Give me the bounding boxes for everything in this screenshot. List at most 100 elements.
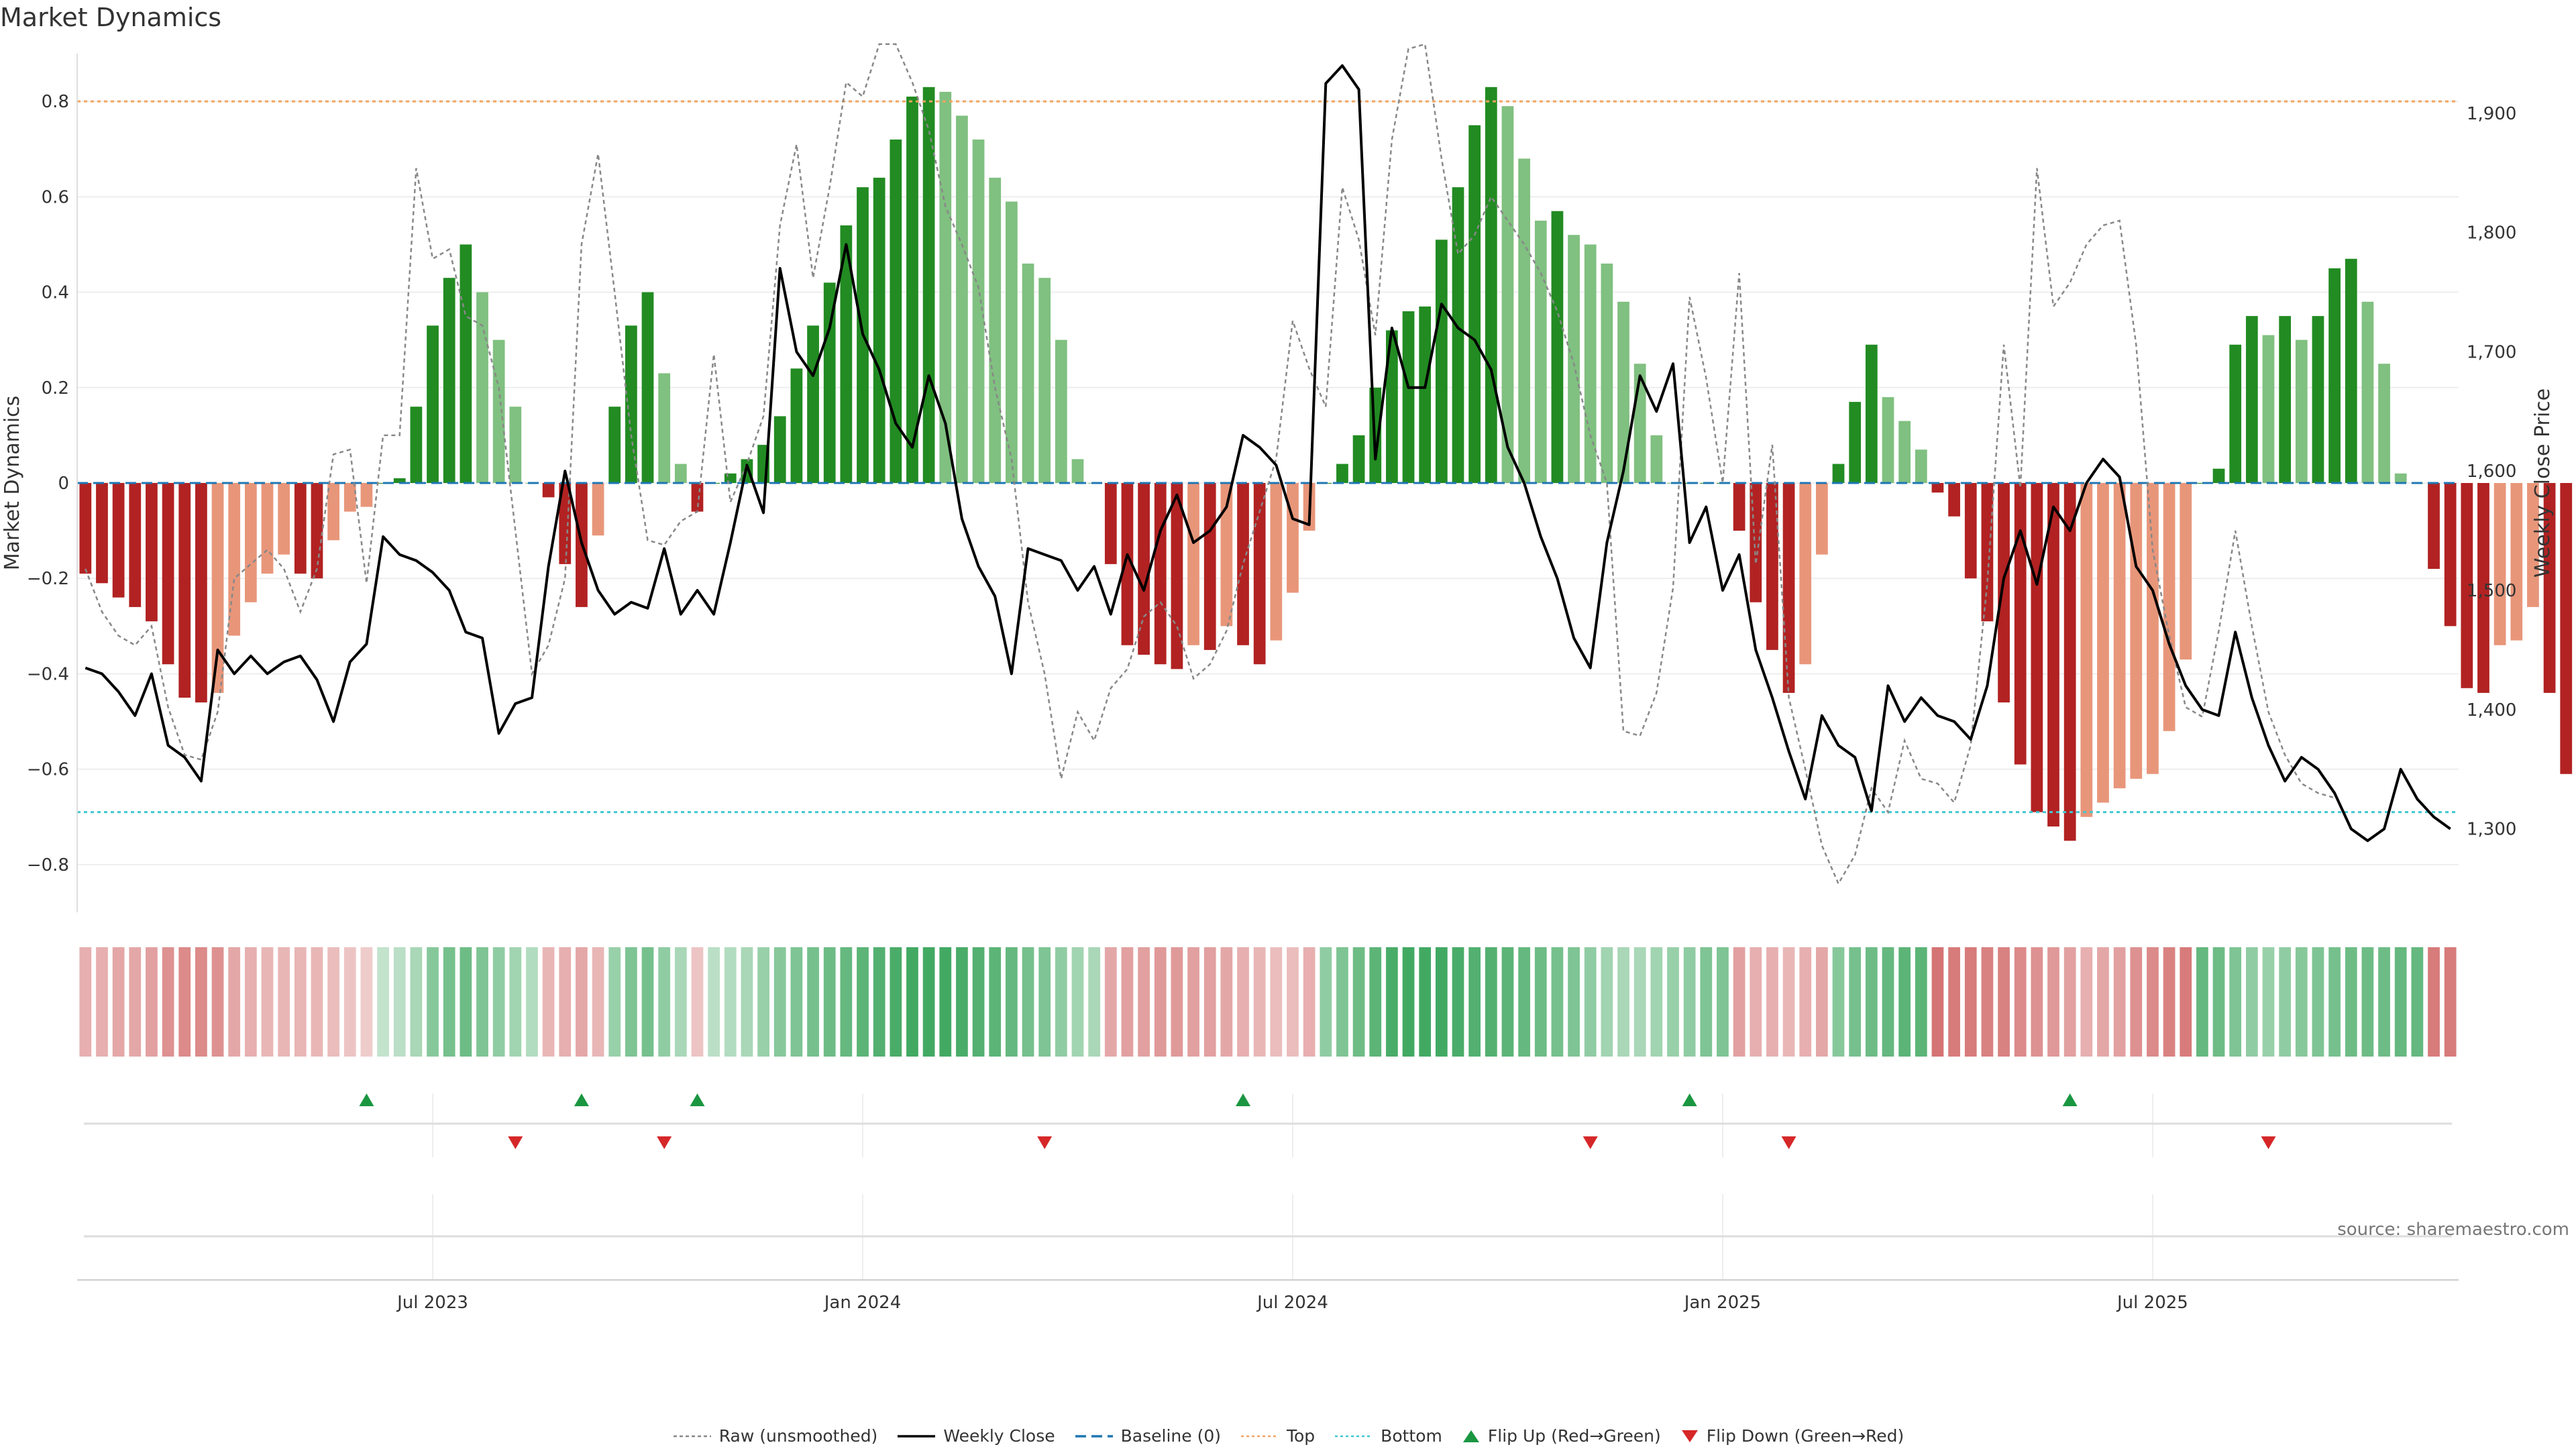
flip-up-marker (1682, 1093, 1697, 1106)
heat-cell (1518, 947, 1530, 1057)
legend-flip-down: Flip Down (Green→Red) (1680, 1426, 1904, 1446)
heat-cell (443, 947, 455, 1057)
heat-cell (2245, 947, 2258, 1057)
heat-cell (129, 947, 142, 1057)
heat-cell (2163, 947, 2176, 1057)
legend-bottom-swatch (1335, 1435, 1373, 1437)
bar (1006, 201, 1018, 483)
heat-cell (906, 947, 918, 1057)
bar (1915, 449, 1927, 483)
heat-cell (1882, 947, 1894, 1057)
heat-cell (261, 947, 274, 1057)
heat-cell (1419, 947, 1432, 1057)
bar (2097, 483, 2109, 803)
heat-cell (1220, 947, 1233, 1057)
bar (2180, 483, 2192, 660)
heat-cell (2279, 947, 2292, 1057)
y-left-axis-title: Market Dynamics (1, 396, 24, 571)
bar (1601, 263, 1613, 483)
bar (228, 483, 241, 636)
heat-cell (1022, 947, 1034, 1057)
bar (1386, 330, 1398, 483)
heat-cell (1154, 947, 1167, 1057)
heat-cell (625, 947, 637, 1057)
heat-cell (1849, 947, 1862, 1057)
bar (2428, 483, 2440, 569)
heat-cell (178, 947, 191, 1057)
heat-cell (1601, 947, 1613, 1057)
heat-cell (2345, 947, 2357, 1057)
flip-down-marker (1582, 1136, 1598, 1149)
flip-up-marker (2062, 1093, 2078, 1106)
heat-cell (741, 947, 753, 1057)
heat-cell (1750, 947, 1762, 1057)
bar (1799, 483, 1812, 665)
heat-cell (2378, 947, 2390, 1057)
heat-cell (1171, 947, 1183, 1057)
bar (129, 483, 142, 607)
legend-flip-down-label: Flip Down (Green→Red) (1706, 1426, 1904, 1446)
bar (211, 483, 224, 693)
heat-cell (1782, 947, 1795, 1057)
bar (2212, 468, 2225, 483)
heat-cell (691, 947, 704, 1057)
bar (1187, 483, 1199, 645)
bar (890, 140, 902, 483)
y-left-tick-label: 0 (58, 474, 69, 494)
bar (1766, 483, 1778, 650)
legend-baseline-label: Baseline (0) (1120, 1426, 1221, 1446)
bar (476, 292, 488, 483)
heat-cell (1865, 947, 1878, 1057)
bar (807, 325, 819, 483)
heat-cell (1287, 947, 1299, 1057)
heat-cell (2063, 947, 2076, 1057)
heat-cell (2180, 947, 2192, 1057)
bar (1815, 483, 1828, 555)
heat-cell (1104, 947, 1117, 1057)
heat-cell (2196, 947, 2208, 1057)
bar (1071, 459, 1084, 483)
bar (625, 325, 637, 483)
heat-cell (410, 947, 423, 1057)
bar (1138, 483, 1150, 655)
heat-cell (112, 947, 125, 1057)
heat-cell (360, 947, 373, 1057)
bar (724, 473, 737, 483)
heat-cell (922, 947, 935, 1057)
heat-cell (559, 947, 572, 1057)
heat-cell (939, 947, 952, 1057)
heat-cell (1667, 947, 1679, 1057)
heat-cell (773, 947, 786, 1057)
bar (658, 373, 671, 483)
bar (2444, 483, 2457, 627)
heat-cell (1799, 947, 1812, 1057)
bar (2014, 483, 2027, 765)
heat-cell (989, 947, 1002, 1057)
heat-cell (1981, 947, 1994, 1057)
heat-cell (460, 947, 472, 1057)
bar (873, 177, 885, 483)
bar (1750, 483, 1762, 602)
bar (1849, 402, 1862, 483)
bar (1154, 483, 1167, 665)
axes: −0.8 −0.6 −0.4 −0.2 0 0.2 0.4 0.6 0.8 1,300 1,400 1… (1, 54, 2555, 1313)
y-right-tick-label: 1,700 (2467, 342, 2516, 362)
bar (1468, 125, 1481, 483)
heat-cell (96, 947, 108, 1057)
bar (840, 225, 853, 483)
heat-cell (1452, 947, 1464, 1057)
heat-cell (492, 947, 505, 1057)
heat-cell (1633, 947, 1646, 1057)
y-right-tick-label: 1,300 (2467, 820, 2516, 840)
heat-cell (377, 947, 389, 1057)
y-left-tick-label: −0.2 (27, 569, 69, 589)
heat-cell (1402, 947, 1415, 1057)
heat-cell (1534, 947, 1547, 1057)
bar (2477, 483, 2489, 693)
heat-cell (1055, 947, 1067, 1057)
heat-cell (244, 947, 257, 1057)
heat-cell (2312, 947, 2324, 1057)
heat-cell (476, 947, 488, 1057)
bar (2279, 316, 2292, 483)
bar (2113, 483, 2126, 789)
